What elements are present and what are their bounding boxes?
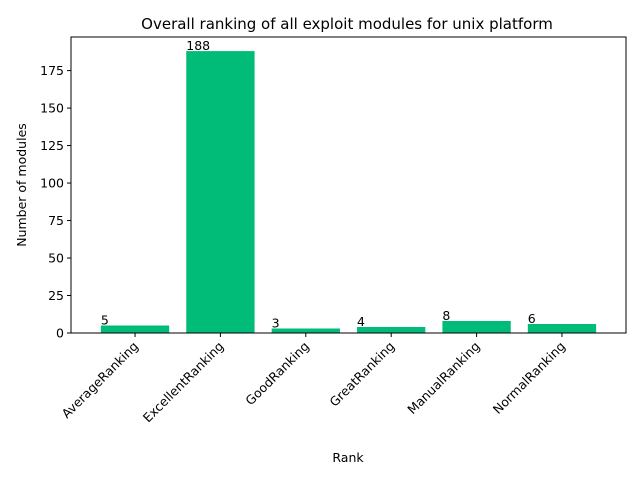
data-label-AverageRanking: 5 xyxy=(101,313,109,328)
y-tick-label: 175 xyxy=(40,63,64,78)
bar-GoodRanking xyxy=(271,328,340,333)
data-label-ManualRanking: 8 xyxy=(442,308,450,323)
x-tick-label: ExcellentRanking xyxy=(140,339,227,426)
x-tick-label: GreatRanking xyxy=(326,339,397,410)
bars-group xyxy=(100,51,597,333)
bar-GreatRanking xyxy=(357,327,426,333)
chart-title: Overall ranking of all exploit modules f… xyxy=(141,15,553,33)
x-tick-label: ManualRanking xyxy=(404,339,482,417)
y-tick-label: 125 xyxy=(40,138,64,153)
bar-ExcellentRanking xyxy=(186,51,255,333)
data-label-NormalRanking: 6 xyxy=(528,311,536,326)
y-tick-label: 0 xyxy=(56,326,64,341)
x-axis-label: Rank xyxy=(332,450,364,465)
y-tick-label: 100 xyxy=(40,176,64,191)
y-tick-label: 150 xyxy=(40,101,64,116)
x-tick-label: AverageRanking xyxy=(58,339,141,422)
y-axis-label: Number of modules xyxy=(14,123,29,247)
data-labels-group: 5 188 3 4 8 6 xyxy=(101,38,536,330)
data-label-GreatRanking: 4 xyxy=(357,314,365,329)
bar-AverageRanking xyxy=(100,325,170,333)
x-tick-label: GoodRanking xyxy=(242,339,312,409)
data-label-ExcellentRanking: 188 xyxy=(186,38,210,53)
data-label-GoodRanking: 3 xyxy=(272,316,280,331)
y-axis: 0 25 50 75 100 125 150 175 xyxy=(40,63,71,341)
y-tick-label: 25 xyxy=(48,288,64,303)
y-tick-label: 50 xyxy=(48,251,64,266)
bar-ManualRanking xyxy=(442,321,511,333)
x-tick-label: NormalRanking xyxy=(490,339,568,417)
y-tick-label: 75 xyxy=(48,213,64,228)
plot-frame xyxy=(70,36,627,334)
bar-NormalRanking xyxy=(527,324,597,333)
